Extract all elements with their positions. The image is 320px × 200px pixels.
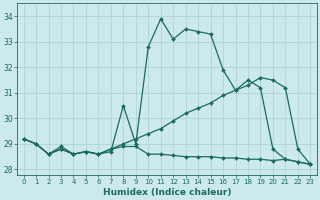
X-axis label: Humidex (Indice chaleur): Humidex (Indice chaleur) [103,188,231,197]
